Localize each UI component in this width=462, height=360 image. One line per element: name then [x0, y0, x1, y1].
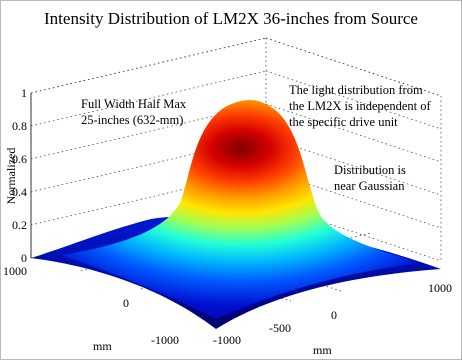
- annotation-line: Distribution is: [334, 163, 406, 177]
- annotation-line: the LM2X is independent of: [289, 99, 431, 113]
- z-tick-label: 0.2: [12, 218, 27, 232]
- x-axis-label: mm: [93, 339, 112, 353]
- z-gridline: [30, 37, 267, 94]
- z-tick-label: 0.8: [12, 119, 27, 133]
- y-tick-label: -500: [269, 321, 291, 335]
- z-tick-label: 0: [21, 251, 27, 265]
- y-tick-label: 0: [331, 308, 337, 322]
- y-axis-label: mm: [313, 343, 332, 357]
- x-tick-label: 0: [123, 296, 129, 310]
- z-gridline: [265, 169, 442, 229]
- z-tick-label: 0.6: [12, 152, 27, 166]
- surface-peak: [61, 99, 421, 319]
- z-tick-label: 0.4: [12, 185, 27, 199]
- y-tick-label: 1000: [428, 281, 452, 295]
- annotation-line: Full Width Half Max: [81, 97, 187, 111]
- z-gridline: [265, 70, 442, 130]
- z-gridline: [265, 136, 442, 196]
- z-axis-label: Normalized: [4, 148, 18, 205]
- z-tick-label: 1: [21, 86, 27, 100]
- annotation-line: the specific drive unit: [289, 115, 398, 129]
- annotation-line: near Gaussian: [334, 179, 405, 193]
- z-gridline: [265, 37, 442, 97]
- x-tick-label: -1000: [151, 333, 179, 347]
- z-gridline: [265, 103, 442, 163]
- chart-title: Intensity Distribution of LM2X 36-inches…: [44, 9, 418, 28]
- y-tick-label: -1000: [213, 333, 241, 347]
- annotation-line: The light distribution from: [289, 83, 423, 97]
- x-tick-label: 1000: [3, 264, 27, 278]
- annotation-fwhm: Full Width Half Max 25-inches (632-mm): [81, 97, 187, 127]
- annotation-gaussian: Distribution is near Gaussian: [334, 163, 406, 193]
- gaussian-surface: [31, 99, 441, 329]
- z-tick-labels: 0 0.2 0.4 0.6 0.8 1: [12, 86, 27, 265]
- annotation-independent: The light distribution from the LM2X is …: [289, 83, 431, 129]
- annotation-line: 25-inches (632-mm): [81, 113, 183, 127]
- z-gridlines: [30, 37, 442, 229]
